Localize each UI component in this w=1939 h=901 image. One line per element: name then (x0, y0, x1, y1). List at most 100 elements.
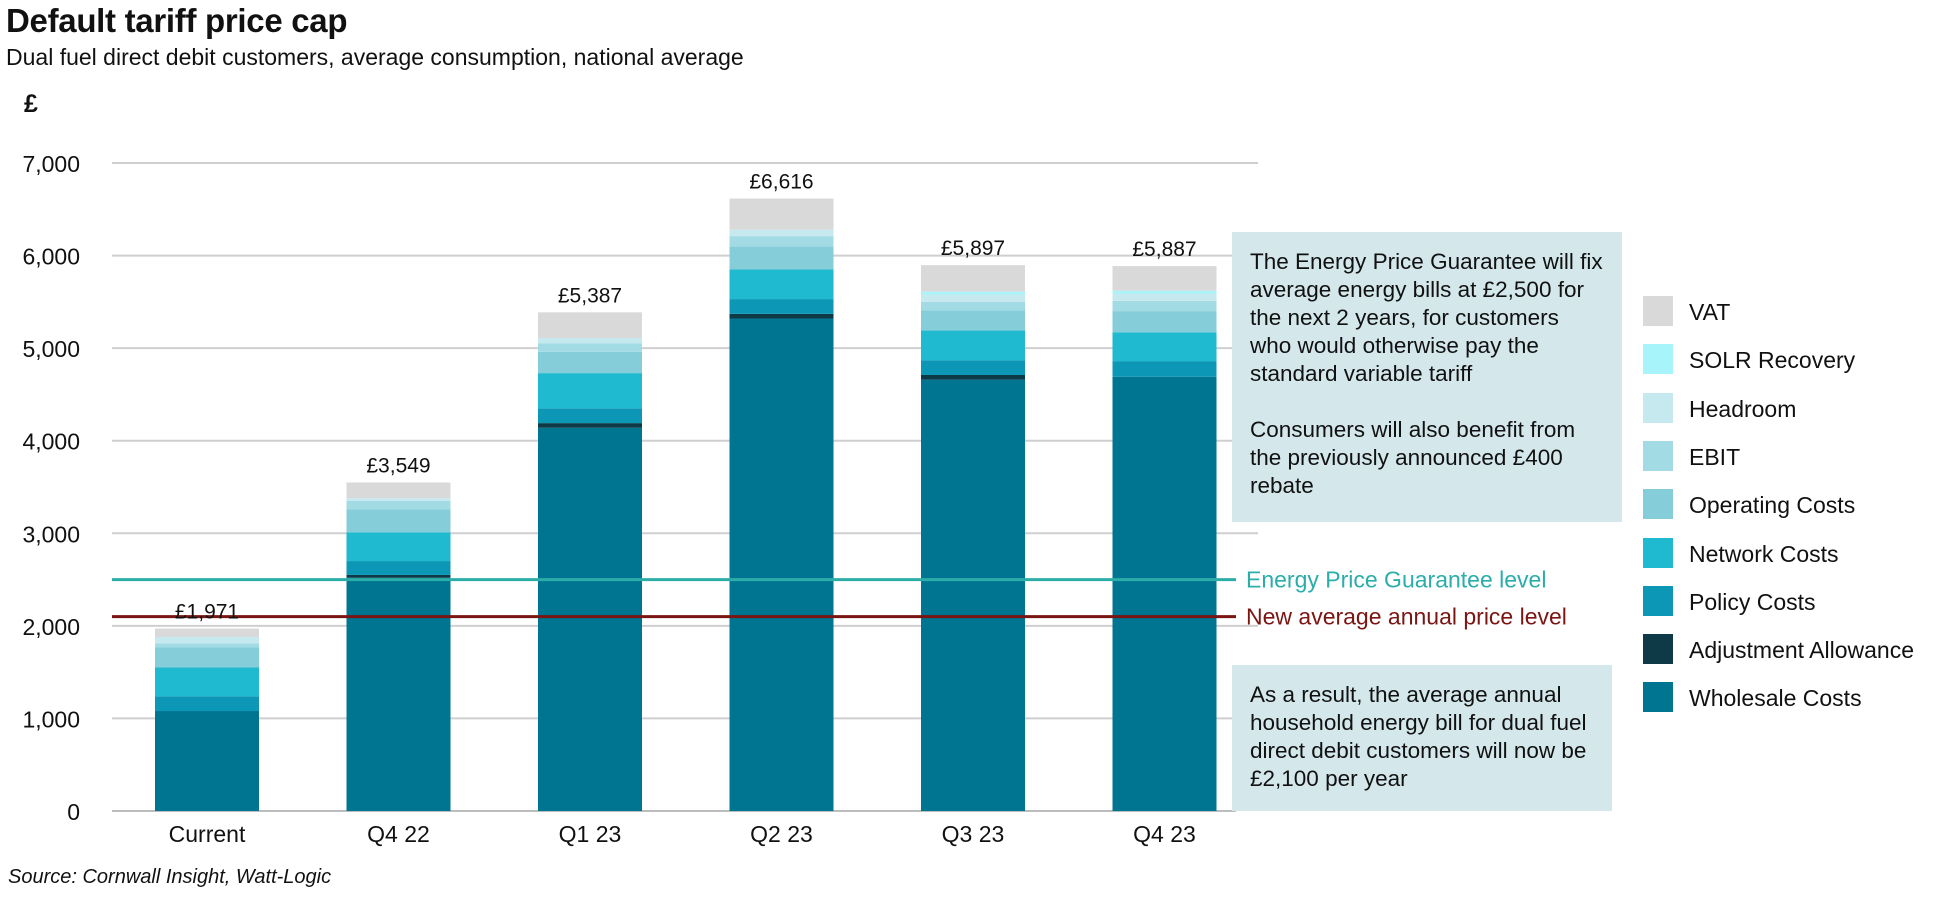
bar-segment-network-costs (346, 532, 451, 562)
x-tick-label: Q4 22 (367, 821, 430, 847)
result-callout-text: As a result, the average annual househol… (1250, 682, 1587, 791)
legend-label: Network Costs (1689, 540, 1839, 567)
y-tick-label: 2,000 (22, 614, 80, 640)
x-tick-label: Q2 23 (750, 821, 813, 847)
legend-swatch (1643, 682, 1673, 713)
bar-total-labels: £1,971 £3,549 £5,387 £6,616 £5,897 £5,887 (175, 171, 1197, 624)
bar-segment-ebit (155, 643, 259, 648)
bar-segment-headroom (346, 498, 451, 501)
bar-segment-headroom (729, 229, 834, 237)
legend-label: EBIT (1689, 443, 1741, 470)
bar-total-label: £3,549 (366, 454, 430, 477)
guarantee-callout: The Energy Price Guarantee will fix aver… (1232, 232, 1622, 522)
bar-segment-vat (538, 312, 642, 338)
bar-segment-wholesale-costs (346, 577, 451, 811)
legend-swatch (1643, 585, 1673, 616)
bar-segment-ebit (1112, 300, 1217, 312)
rebate-callout-text: Consumers will also benefit from the pre… (1250, 417, 1576, 498)
legend-label: Policy Costs (1689, 588, 1816, 615)
bar-segment-solr-recovery (1112, 290, 1217, 294)
y-tick-label: 6,000 (22, 244, 80, 270)
bar-segment-operating-costs (155, 647, 259, 668)
legend-label: Wholesale Costs (1689, 685, 1862, 712)
bar-segment-operating-costs (1112, 311, 1217, 333)
bar-segment-ebit (921, 301, 1025, 311)
bar-segment-vat (729, 198, 834, 230)
x-axis-ticks: Current Q4 22 Q1 23 Q2 23 Q3 23 Q4 23 (169, 821, 1196, 847)
bar-segment-wholesale-costs (921, 379, 1025, 811)
gridlines (112, 162, 1258, 812)
legend-swatch (1643, 537, 1673, 568)
bar-segment-vat (346, 482, 451, 499)
bar-segment-vat (155, 628, 259, 637)
legend-label: VAT (1689, 299, 1731, 325)
bar-segment-ebit (729, 236, 834, 247)
bar-segment-network-costs (155, 667, 259, 697)
legend-label: Operating Costs (1689, 492, 1856, 519)
y-axis-label: £ (24, 90, 38, 118)
legend-swatch (1643, 489, 1673, 520)
bar-segment-vat (1112, 266, 1217, 291)
bar-segment-vat (921, 265, 1025, 292)
bar-total-label: £5,387 (558, 284, 622, 307)
bar-segment-ebit (538, 343, 642, 352)
bar-segment-solr-recovery (921, 291, 1025, 295)
legend-label: Headroom (1689, 395, 1797, 422)
legend-label: SOLR Recovery (1689, 347, 1856, 374)
bar-total-label: £6,616 (749, 171, 813, 194)
bar-segment-adjustment-allowance (538, 423, 642, 428)
x-tick-label: Q4 23 (1133, 821, 1196, 847)
bar-segment-policy-costs (346, 561, 451, 575)
x-tick-label: Q1 23 (559, 821, 622, 847)
legend-swatch (1643, 440, 1673, 471)
bar-segment-adjustment-allowance (729, 313, 834, 319)
bar-segment-adjustment-allowance (921, 374, 1025, 380)
guarantee-callout-text: The Energy Price Guarantee will fix aver… (1250, 249, 1603, 386)
bar-segment-operating-costs (538, 351, 642, 374)
bar-segment-headroom (155, 636, 259, 644)
reference-lines: Energy Price Guarantee level New average … (112, 567, 1567, 630)
bar-segment-operating-costs (346, 509, 451, 533)
bar-segment-wholesale-costs (155, 711, 259, 811)
bar-segment-operating-costs (921, 310, 1025, 331)
result-callout: As a result, the average annual househol… (1232, 665, 1612, 811)
y-tick-label: 1,000 (22, 706, 80, 732)
legend-swatch (1643, 634, 1673, 665)
legend-swatch (1643, 392, 1673, 423)
bar-segment-policy-costs (921, 360, 1025, 375)
legend-swatch (1643, 344, 1673, 375)
bar-segment-operating-costs (729, 246, 834, 270)
bar-segment-ebit (346, 500, 451, 510)
y-tick-label: 5,000 (22, 336, 80, 362)
bar-segment-headroom (538, 337, 642, 344)
bar-segment-policy-costs (729, 299, 834, 314)
source-note: Source: Cornwall Insight, Watt-Logic (8, 866, 332, 888)
bar-segment-policy-costs (538, 408, 642, 424)
bar-segment-network-costs (729, 269, 834, 300)
reference-line-label: Energy Price Guarantee level (1246, 567, 1546, 593)
bar-segment-wholesale-costs (729, 318, 834, 811)
bar-total-label: £5,897 (941, 237, 1005, 260)
bar-total-label: £5,887 (1132, 238, 1196, 261)
reference-line-label: New average annual price level (1246, 604, 1567, 630)
y-tick-label: 4,000 (22, 429, 80, 455)
y-tick-label: 7,000 (22, 151, 80, 177)
bar-segment-policy-costs (155, 696, 259, 712)
x-tick-label: Q3 23 (942, 821, 1005, 847)
bar-segment-network-costs (1112, 332, 1217, 362)
bar-segment-adjustment-allowance (346, 574, 451, 578)
bar-segment-wholesale-costs (1112, 376, 1217, 811)
y-tick-label: 3,000 (22, 521, 80, 547)
bar-segment-headroom (1112, 293, 1217, 301)
legend-swatch (1643, 296, 1673, 326)
bar-total-label: £1,971 (175, 601, 239, 624)
y-axis-ticks: 0 1,000 2,000 3,000 4,000 5,000 6,000 7,000 (22, 151, 80, 825)
bars (155, 198, 1217, 811)
bar-segment-wholesale-costs (538, 427, 642, 811)
chart-subtitle: Dual fuel direct debit customers, averag… (6, 44, 744, 70)
bar-segment-network-costs (921, 330, 1025, 361)
bar-segment-network-costs (538, 373, 642, 409)
y-tick-label: 0 (67, 799, 80, 825)
bar-segment-headroom (921, 294, 1025, 302)
